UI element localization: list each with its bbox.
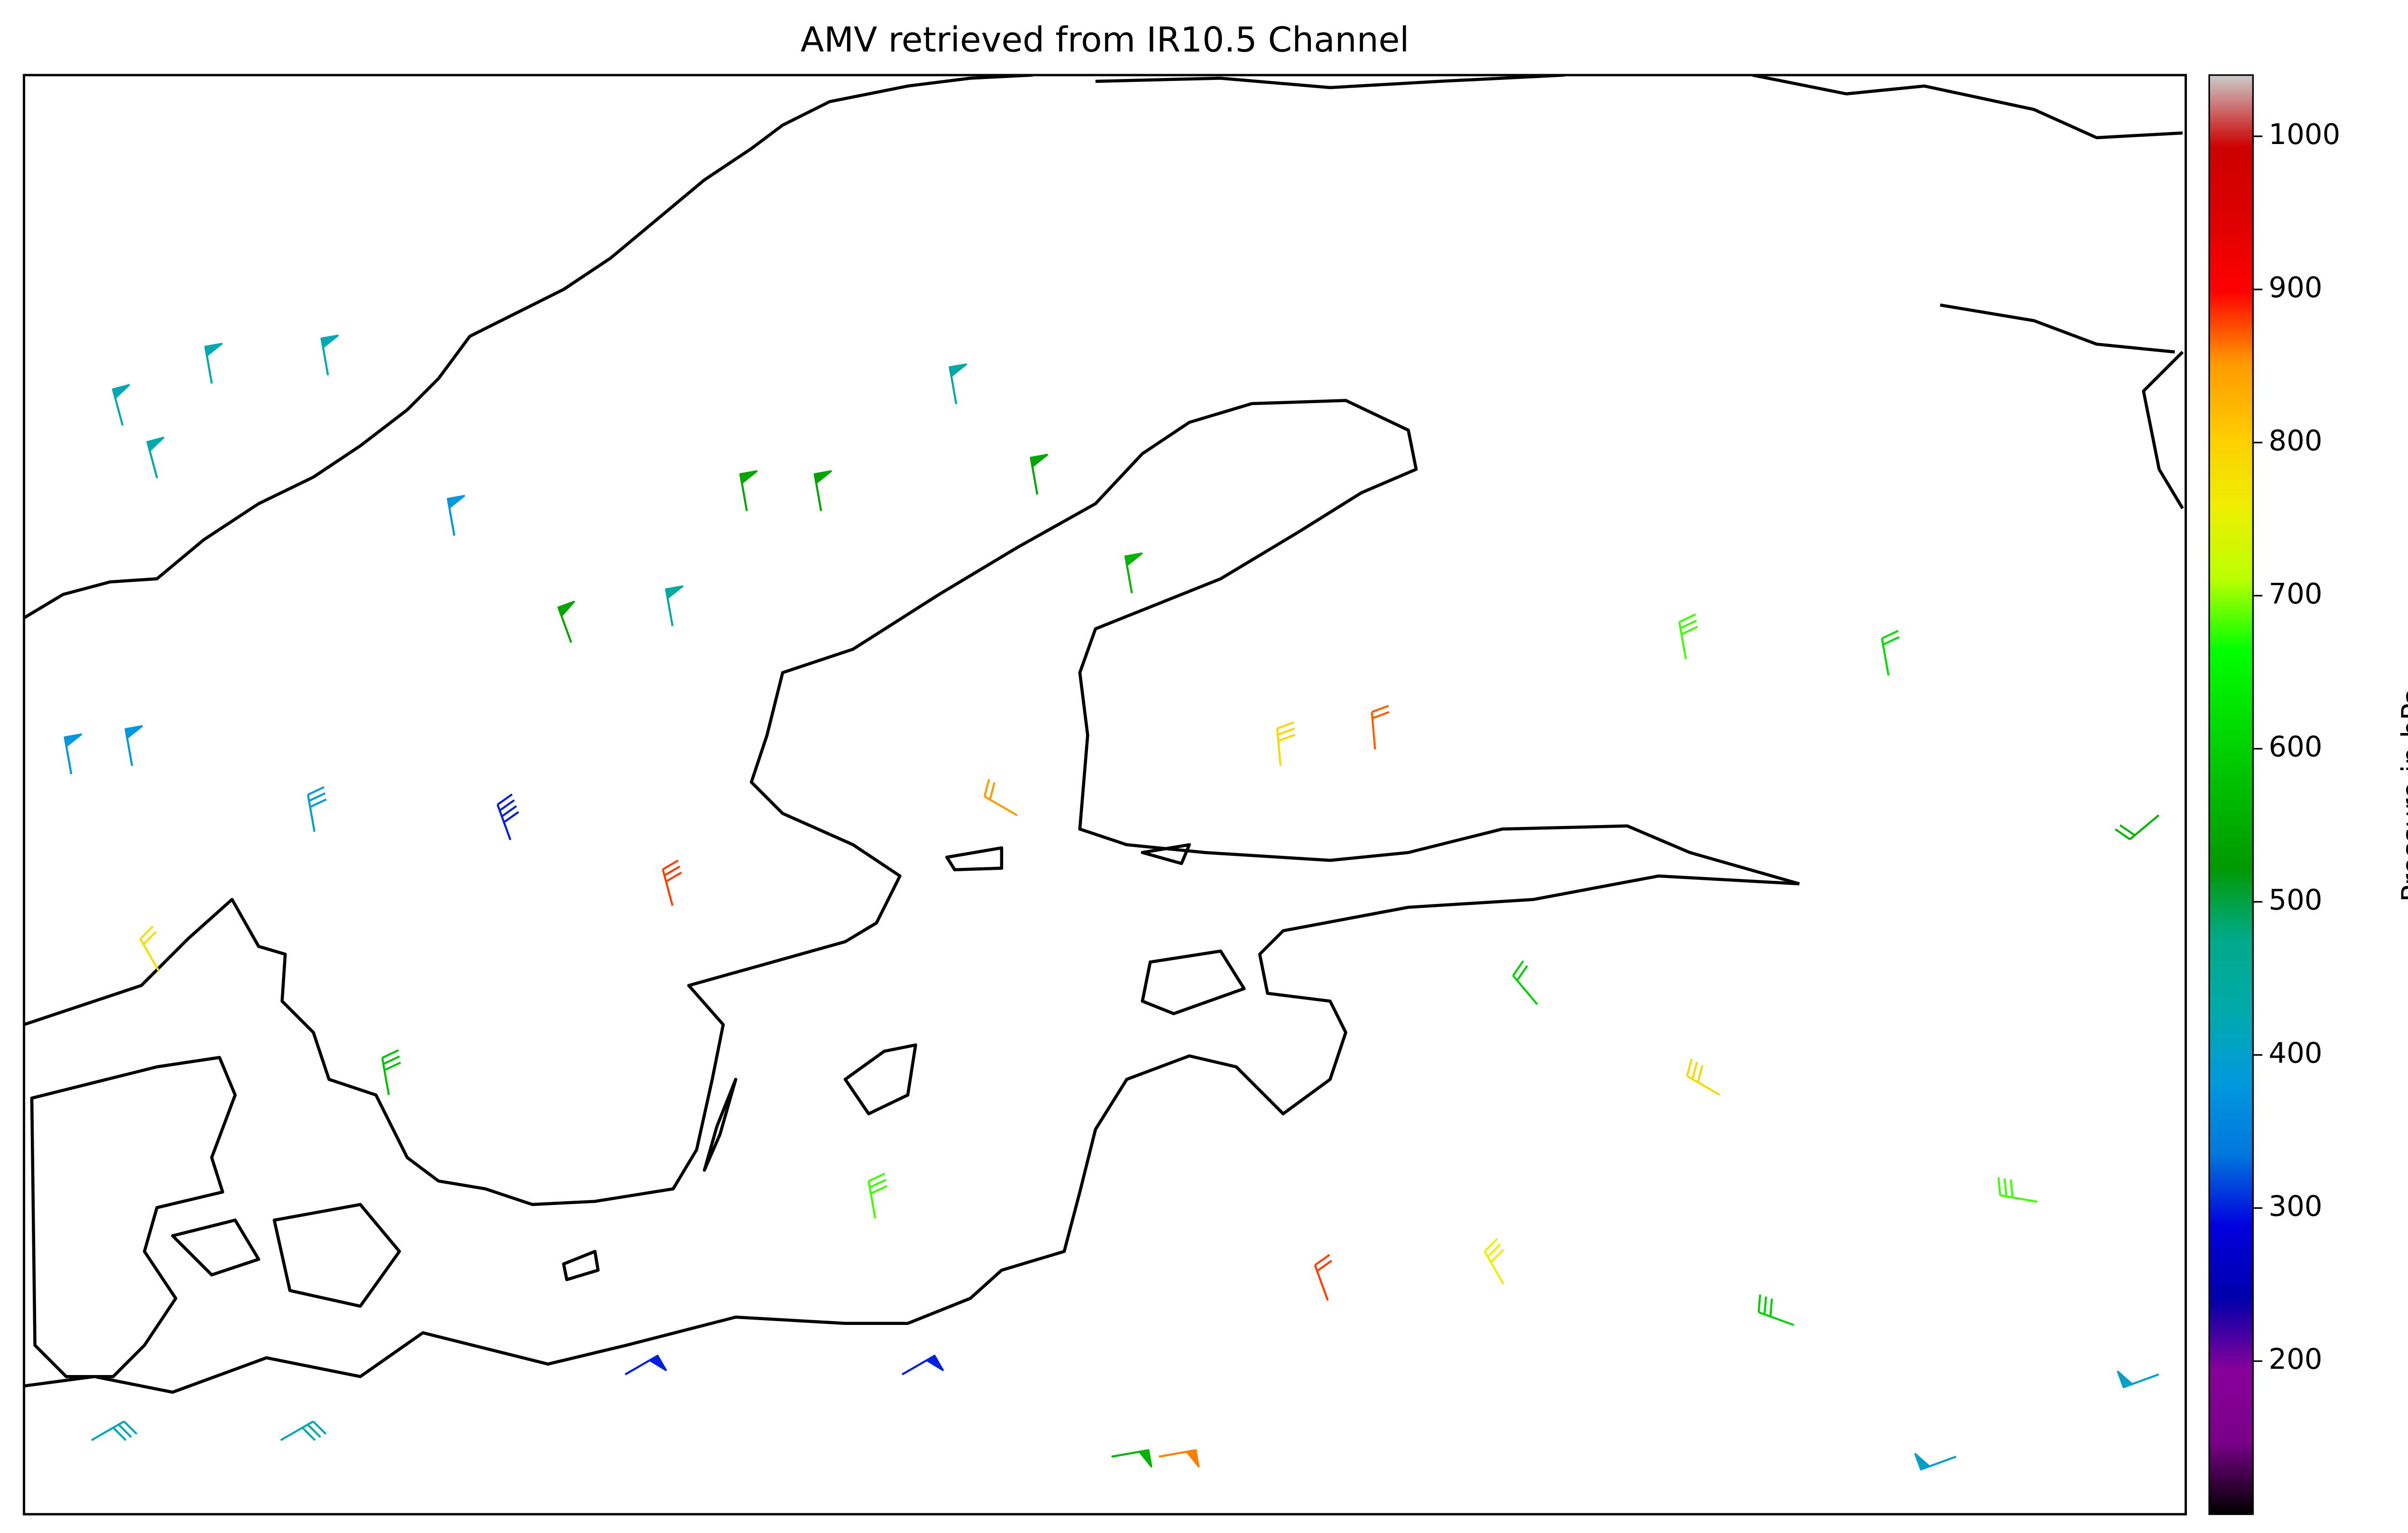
wind-barb	[625, 1354, 667, 1376]
colorbar-tick-label: 1000	[2269, 118, 2341, 151]
wind-barb	[1111, 1449, 1152, 1468]
colorbar-tick-label: 600	[2269, 731, 2323, 763]
coastline	[24, 874, 1800, 1394]
wind-barb	[1686, 1058, 1720, 1096]
colorbar-tick-label: 200	[2269, 1343, 2323, 1376]
colorbar-tick-label: 500	[2269, 884, 2323, 917]
wind-barb	[497, 793, 519, 840]
colorbar-tick-label: 700	[2269, 577, 2323, 610]
wind-barb	[446, 495, 466, 536]
wind-barb	[2115, 814, 2159, 840]
wind-barb	[381, 1049, 401, 1095]
wind-barb	[64, 733, 82, 774]
colorbar-tick-label: 400	[2269, 1036, 2323, 1069]
plot-frame	[23, 74, 2187, 1516]
wind-barb	[91, 1420, 138, 1441]
wind-barb	[1757, 1294, 1794, 1326]
coastline	[24, 75, 2183, 619]
wind-barb	[146, 436, 165, 479]
wind-barb	[813, 470, 832, 511]
wind-barb	[983, 779, 1018, 816]
wind-barb	[948, 363, 968, 405]
coastline	[24, 399, 1800, 1206]
colorbar-tick-label: 300	[2269, 1190, 2323, 1222]
wind-barb	[1371, 705, 1390, 750]
wind-barb	[139, 925, 160, 972]
wind-barb	[1512, 960, 1538, 1005]
wind-barb	[1276, 721, 1296, 766]
wind-barb	[662, 859, 682, 906]
wind-barb	[1314, 1254, 1333, 1301]
coastline	[30, 1056, 401, 1378]
wind-barb	[204, 342, 223, 384]
wind-barb	[124, 725, 143, 766]
coastlines	[24, 75, 2184, 1394]
wind-barb	[1124, 552, 1143, 593]
colorbar	[2208, 74, 2254, 1515]
wind-barb	[1678, 613, 1698, 659]
wind-barb	[902, 1354, 944, 1376]
chart-title: AMV retrieved from IR10.5 Channel	[800, 20, 1409, 60]
wind-barb	[1997, 1177, 2038, 1203]
wind-barb	[739, 470, 758, 511]
wind-barb	[307, 786, 327, 832]
colorbar-tick-label: 900	[2269, 271, 2323, 304]
wind-barb	[112, 384, 131, 426]
wind-barb	[2117, 1370, 2159, 1389]
wind-barb	[280, 1420, 327, 1441]
wind-barb	[665, 585, 684, 627]
coastline	[562, 843, 1246, 1282]
wind-barb	[1914, 1453, 1957, 1471]
wind-barb	[1881, 629, 1900, 676]
wind-barb	[557, 601, 576, 643]
wind-barb	[320, 334, 339, 376]
wind-barb	[867, 1172, 888, 1219]
wind-barb	[1030, 454, 1048, 495]
barbs	[64, 334, 2159, 1471]
coastline	[1940, 303, 2184, 510]
colorbar-tick-label: 800	[2269, 424, 2323, 457]
colorbar-label: Pressure in hPa	[2396, 687, 2408, 902]
wind-barb	[1483, 1238, 1505, 1284]
wind-barb	[1159, 1449, 1200, 1468]
